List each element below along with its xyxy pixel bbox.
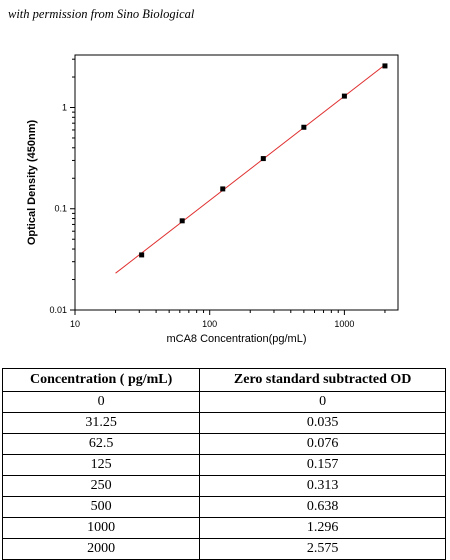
table-cell: 0 [199,391,446,413]
data-point [341,93,347,99]
table-cell: 1000 [1,517,201,539]
table-cell: 2.575 [199,538,446,560]
table-row: 62.5 0.076 [1,433,446,455]
y-tick-label: 0.01 [49,305,67,315]
table-cell: 500 [1,496,201,518]
data-point [260,156,266,162]
y-axis-ticks: 0.01 0.1 1 [49,58,75,315]
table-cell: 2000 [1,538,201,560]
permission-caption: with permission from Sino Biological [8,7,195,21]
x-tick-label: 10 [70,319,80,329]
regression-line [115,64,386,274]
data-points [139,63,388,258]
data-point [179,218,185,224]
x-axis-ticks: 10 100 1000 [70,310,386,329]
standard-curve-chart: 10 100 1000 0.01 0.1 1 mCA8 Concentration(pg… [26,54,399,345]
standard-data-table: Concentration ( pg/mL) Zero standard sub… [1,368,446,560]
table-row: 31.25 0.035 [1,412,446,434]
y-tick-label: 0.1 [54,204,67,214]
data-point [382,63,388,69]
table-cell: 0.638 [199,496,446,518]
data-point [220,186,226,192]
table-cell: 0.035 [199,412,446,434]
table-row: 250 0.313 [1,475,446,497]
data-point [139,252,145,258]
table-cell: 0.313 [199,475,446,497]
table-row: 2000 2.575 [1,538,446,560]
table-cell: 0.076 [199,433,446,455]
plot-frame [74,54,399,311]
table-row: 125 0.157 [1,454,446,476]
x-tick-label: 100 [202,319,217,329]
table-header-row: Concentration ( pg/mL) Zero standard sub… [1,368,446,392]
table-cell: 250 [1,475,201,497]
table-row: 1000 1.296 [1,517,446,539]
column-header-od: Zero standard subtracted OD [199,368,446,392]
column-header-concentration: Concentration ( pg/mL) [1,368,201,392]
y-axis-title: Optical Density (450nm) [26,120,38,246]
table-cell: 0 [1,391,201,413]
table-cell: 31.25 [1,412,201,434]
data-point [301,124,307,130]
table-cell: 1.296 [199,517,446,539]
table-row: 500 0.638 [1,496,446,518]
y-tick-label: 1 [62,102,67,112]
x-tick-label: 1000 [334,319,354,329]
table-cell: 62.5 [1,433,201,455]
x-axis-title: mCA8 Concentration(pg/mL) [166,333,306,345]
table-cell: 0.157 [199,454,446,476]
table-cell: 125 [1,454,201,476]
